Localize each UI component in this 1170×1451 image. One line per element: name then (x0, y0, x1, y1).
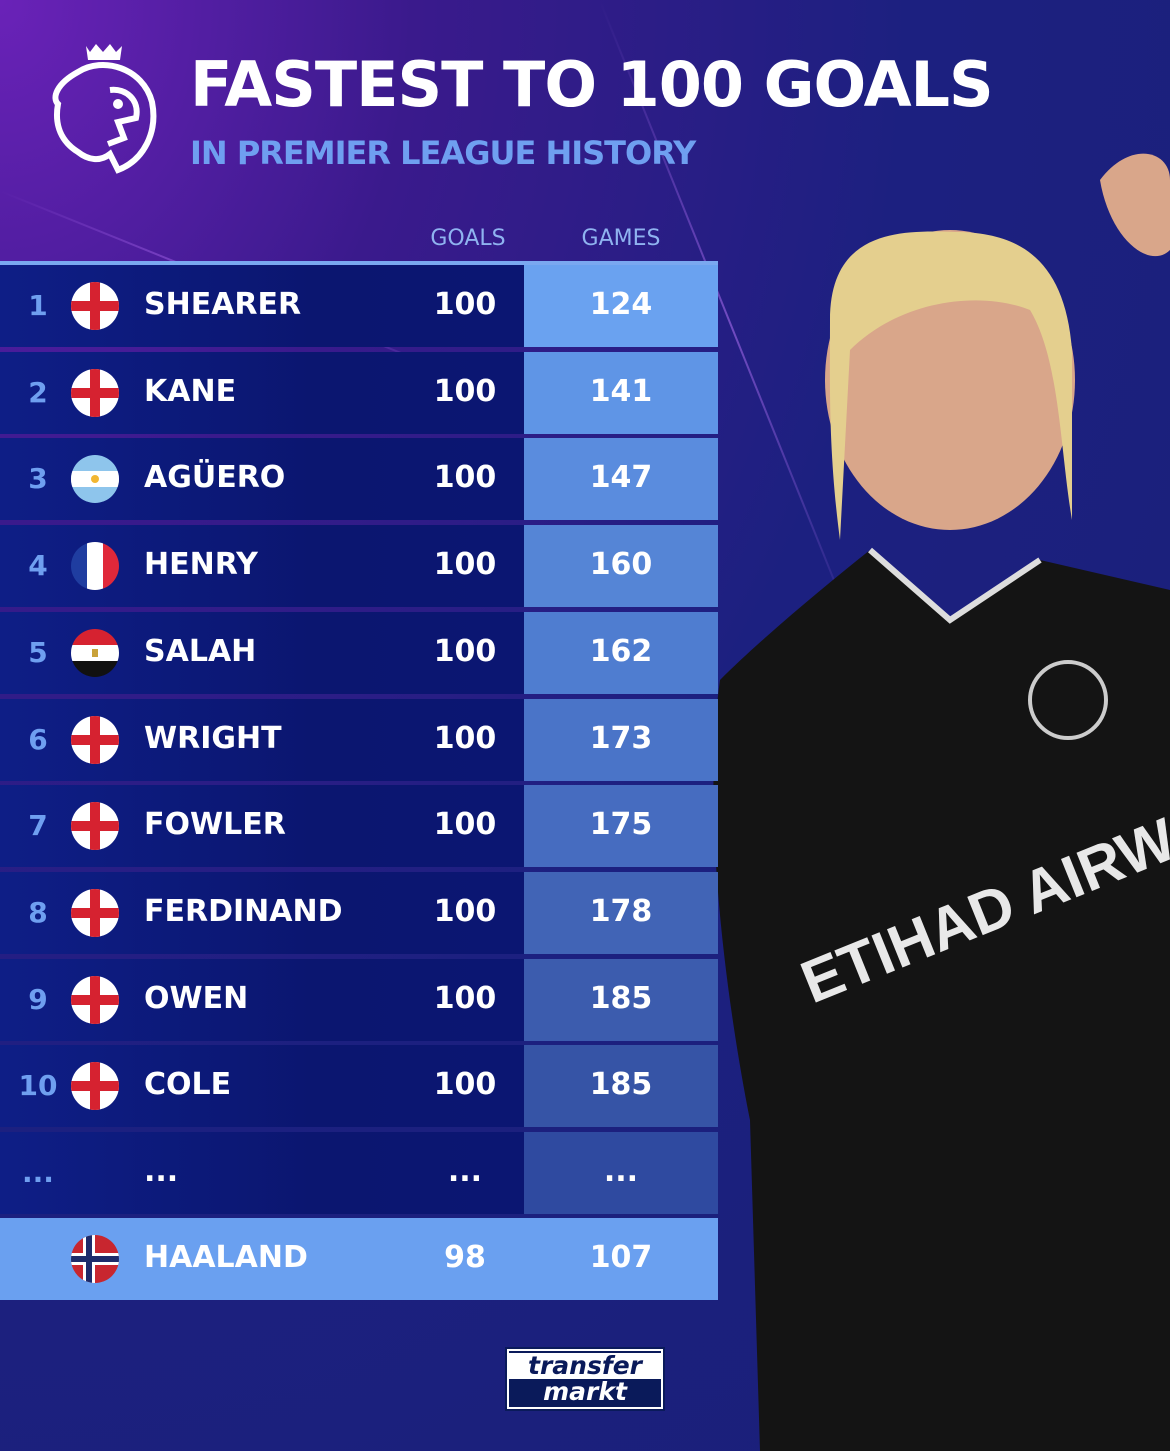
transfermarkt-logo: transfer markt (505, 1347, 665, 1411)
rank: 1 (28, 289, 48, 322)
table-row: 1 SHEARER 100 124 (0, 265, 718, 347)
player-name: WRIGHT (144, 720, 282, 756)
table-row: 4 HENRY 100 160 (0, 525, 718, 608)
games-cell (524, 611, 718, 694)
games-cell (524, 351, 718, 434)
games-cell (524, 698, 718, 781)
goals-value: 100 (433, 373, 497, 409)
goals-value: 100 (433, 980, 497, 1016)
table-row: ... ... ... ... (0, 1132, 718, 1214)
rank: 4 (28, 549, 48, 583)
games-value: 185 (589, 1067, 653, 1103)
goals-value: 100 (433, 1067, 497, 1103)
games-value: ... (603, 1154, 639, 1189)
games-value: 107 (589, 1240, 653, 1275)
goals-value: 100 (433, 547, 497, 583)
goals-value: 100 (433, 807, 497, 843)
highlight-row: HAALAND 98 107 (0, 1218, 718, 1300)
games-value: 147 (589, 460, 653, 496)
goals-value: 98 (444, 1240, 486, 1275)
games-value: 173 (589, 720, 653, 756)
rank: 6 (28, 722, 48, 756)
flag-england-icon (71, 715, 119, 764)
rank: 8 (28, 895, 48, 929)
rank: ... (22, 1156, 54, 1189)
games-value: 141 (589, 373, 653, 409)
column-header-games: GAMES (581, 226, 661, 251)
table-row: 6 WRIGHT 100 173 (0, 698, 718, 781)
flag-egypt-icon (71, 628, 119, 677)
rank: 3 (28, 462, 48, 496)
table-row: 7 FOWLER 100 175 (0, 785, 718, 868)
flag-england-icon (71, 368, 119, 417)
games-cell (524, 785, 718, 868)
games-value: 185 (589, 980, 653, 1016)
player-name: KANE (144, 373, 237, 409)
flag-england-icon (71, 802, 119, 851)
player-photo: ETIHAD AIRWAYS (713, 153, 1170, 1451)
goals-value: ... (447, 1154, 483, 1189)
flag-norway-icon (71, 1235, 119, 1283)
flag-argentina-icon (71, 455, 119, 504)
games-value: 162 (589, 633, 653, 669)
player-name: SALAH (144, 633, 257, 669)
table-row: 8 FERDINAND 100 178 (0, 871, 718, 954)
flag-england-icon (71, 282, 119, 330)
rank: 2 (28, 375, 48, 409)
games-cell (524, 1132, 718, 1214)
player-name: AGÜERO (144, 460, 286, 496)
player-name: FOWLER (144, 807, 286, 843)
table-top-line (0, 261, 718, 265)
goals-value: 100 (433, 287, 497, 322)
goals-value: 100 (433, 893, 497, 929)
player-name: ... (144, 1154, 179, 1189)
goals-value: 100 (433, 720, 497, 756)
games-cell (524, 1045, 718, 1128)
goals-value: 100 (433, 633, 497, 669)
flag-france-icon (71, 542, 119, 591)
games-value: 160 (589, 547, 653, 583)
games-cell (524, 871, 718, 954)
flag-england-icon (71, 888, 119, 937)
rank: 7 (28, 809, 48, 843)
table-row: 5 SALAH 100 162 (0, 611, 718, 694)
goals-value: 100 (433, 460, 497, 496)
table-row: 9 OWEN 100 185 (0, 958, 718, 1041)
table-row: 3 AGÜERO 100 147 (0, 438, 718, 521)
player-name: COLE (144, 1067, 232, 1103)
table-row: 10 COLE 100 185 (0, 1045, 718, 1128)
flag-england-icon (71, 1062, 119, 1111)
player-name: OWEN (144, 980, 249, 1016)
player-name: FERDINAND (144, 893, 343, 929)
player-name: HAALAND (144, 1240, 308, 1275)
table-row: 2 KANE 100 141 (0, 351, 718, 434)
premier-league-logo (52, 44, 157, 174)
games-value: 124 (589, 287, 653, 322)
games-cell (524, 958, 718, 1041)
player-name: HENRY (144, 547, 258, 583)
games-value: 178 (589, 893, 653, 929)
games-cell (524, 265, 718, 347)
rank: 5 (28, 635, 48, 669)
page-subtitle: IN PREMIER LEAGUE HISTORY (190, 134, 696, 172)
games-value: 175 (589, 807, 653, 843)
page-title: FASTEST TO 100 GOALS (190, 48, 994, 121)
games-cell (524, 525, 718, 608)
rank: 9 (28, 982, 48, 1016)
rank: 10 (18, 1069, 58, 1103)
games-cell (524, 438, 718, 521)
flag-england-icon (71, 975, 119, 1024)
column-header-goals: GOALS (430, 226, 506, 251)
row-background (0, 1132, 524, 1214)
player-name: SHEARER (144, 287, 302, 322)
